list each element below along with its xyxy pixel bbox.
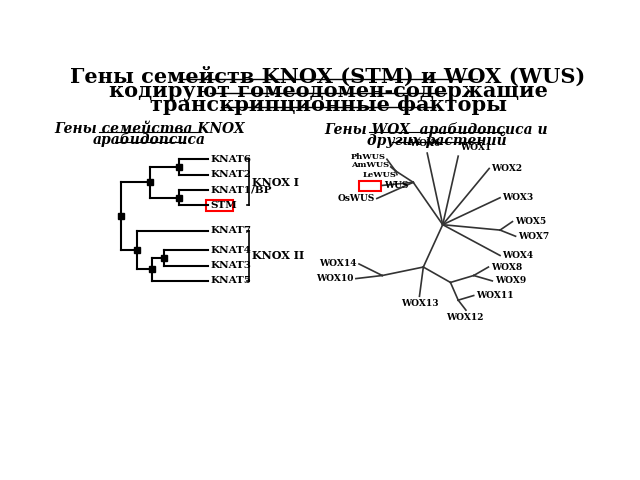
Text: KNAT2: KNAT2 bbox=[210, 170, 252, 179]
Text: KNAT4: KNAT4 bbox=[210, 246, 251, 254]
Bar bbox=[206, 200, 234, 211]
Text: WOX4: WOX4 bbox=[502, 251, 534, 260]
Text: WOX1: WOX1 bbox=[460, 144, 491, 152]
Text: OsWUS: OsWUS bbox=[338, 194, 375, 203]
Text: KNAT7: KNAT7 bbox=[210, 227, 252, 235]
Text: WOX12: WOX12 bbox=[445, 313, 483, 322]
Text: транскрипционные факторы: транскрипционные факторы bbox=[150, 95, 506, 115]
Text: кодируют гомеодомен-содержащие: кодируют гомеодомен-содержащие bbox=[109, 81, 547, 101]
Text: Гены WOX  арабидопсиса и: Гены WOX арабидопсиса и bbox=[324, 121, 548, 136]
Text: WOX13: WOX13 bbox=[401, 300, 438, 308]
Text: STM: STM bbox=[210, 201, 237, 210]
Text: Гены семейств KNOX (STM) и WOX (WUS): Гены семейств KNOX (STM) и WOX (WUS) bbox=[70, 67, 586, 87]
Text: арабидопсиса: арабидопсиса bbox=[93, 132, 206, 147]
Text: WOX10: WOX10 bbox=[316, 274, 353, 283]
Text: KNOX II: KNOX II bbox=[252, 251, 304, 262]
Text: KNOX I: KNOX I bbox=[252, 177, 299, 188]
Bar bbox=[359, 181, 381, 191]
Text: WOX5: WOX5 bbox=[515, 217, 546, 226]
Text: KNAT3: KNAT3 bbox=[210, 261, 251, 270]
Text: других растений: других растений bbox=[367, 132, 506, 148]
Text: KNAT1/BP: KNAT1/BP bbox=[210, 186, 272, 194]
Text: WOX6: WOX6 bbox=[409, 140, 440, 148]
Text: WOX14: WOX14 bbox=[319, 260, 356, 268]
Text: KNAT5: KNAT5 bbox=[210, 276, 251, 286]
Text: PhWUS: PhWUS bbox=[351, 153, 386, 161]
Text: Гены семейства KNOX: Гены семейства KNOX bbox=[54, 121, 245, 135]
Text: KNAT6: KNAT6 bbox=[210, 155, 252, 164]
Text: WOX11: WOX11 bbox=[476, 291, 514, 300]
Text: AmWUS: AmWUS bbox=[351, 161, 389, 168]
Text: WOX2: WOX2 bbox=[492, 164, 523, 173]
Text: WUS: WUS bbox=[384, 181, 408, 190]
Text: WOX3: WOX3 bbox=[502, 193, 534, 202]
Text: WOX9: WOX9 bbox=[495, 276, 526, 286]
Text: LeWUS: LeWUS bbox=[362, 171, 396, 180]
Text: WOX8: WOX8 bbox=[491, 263, 522, 272]
Text: WOX7: WOX7 bbox=[518, 232, 549, 241]
